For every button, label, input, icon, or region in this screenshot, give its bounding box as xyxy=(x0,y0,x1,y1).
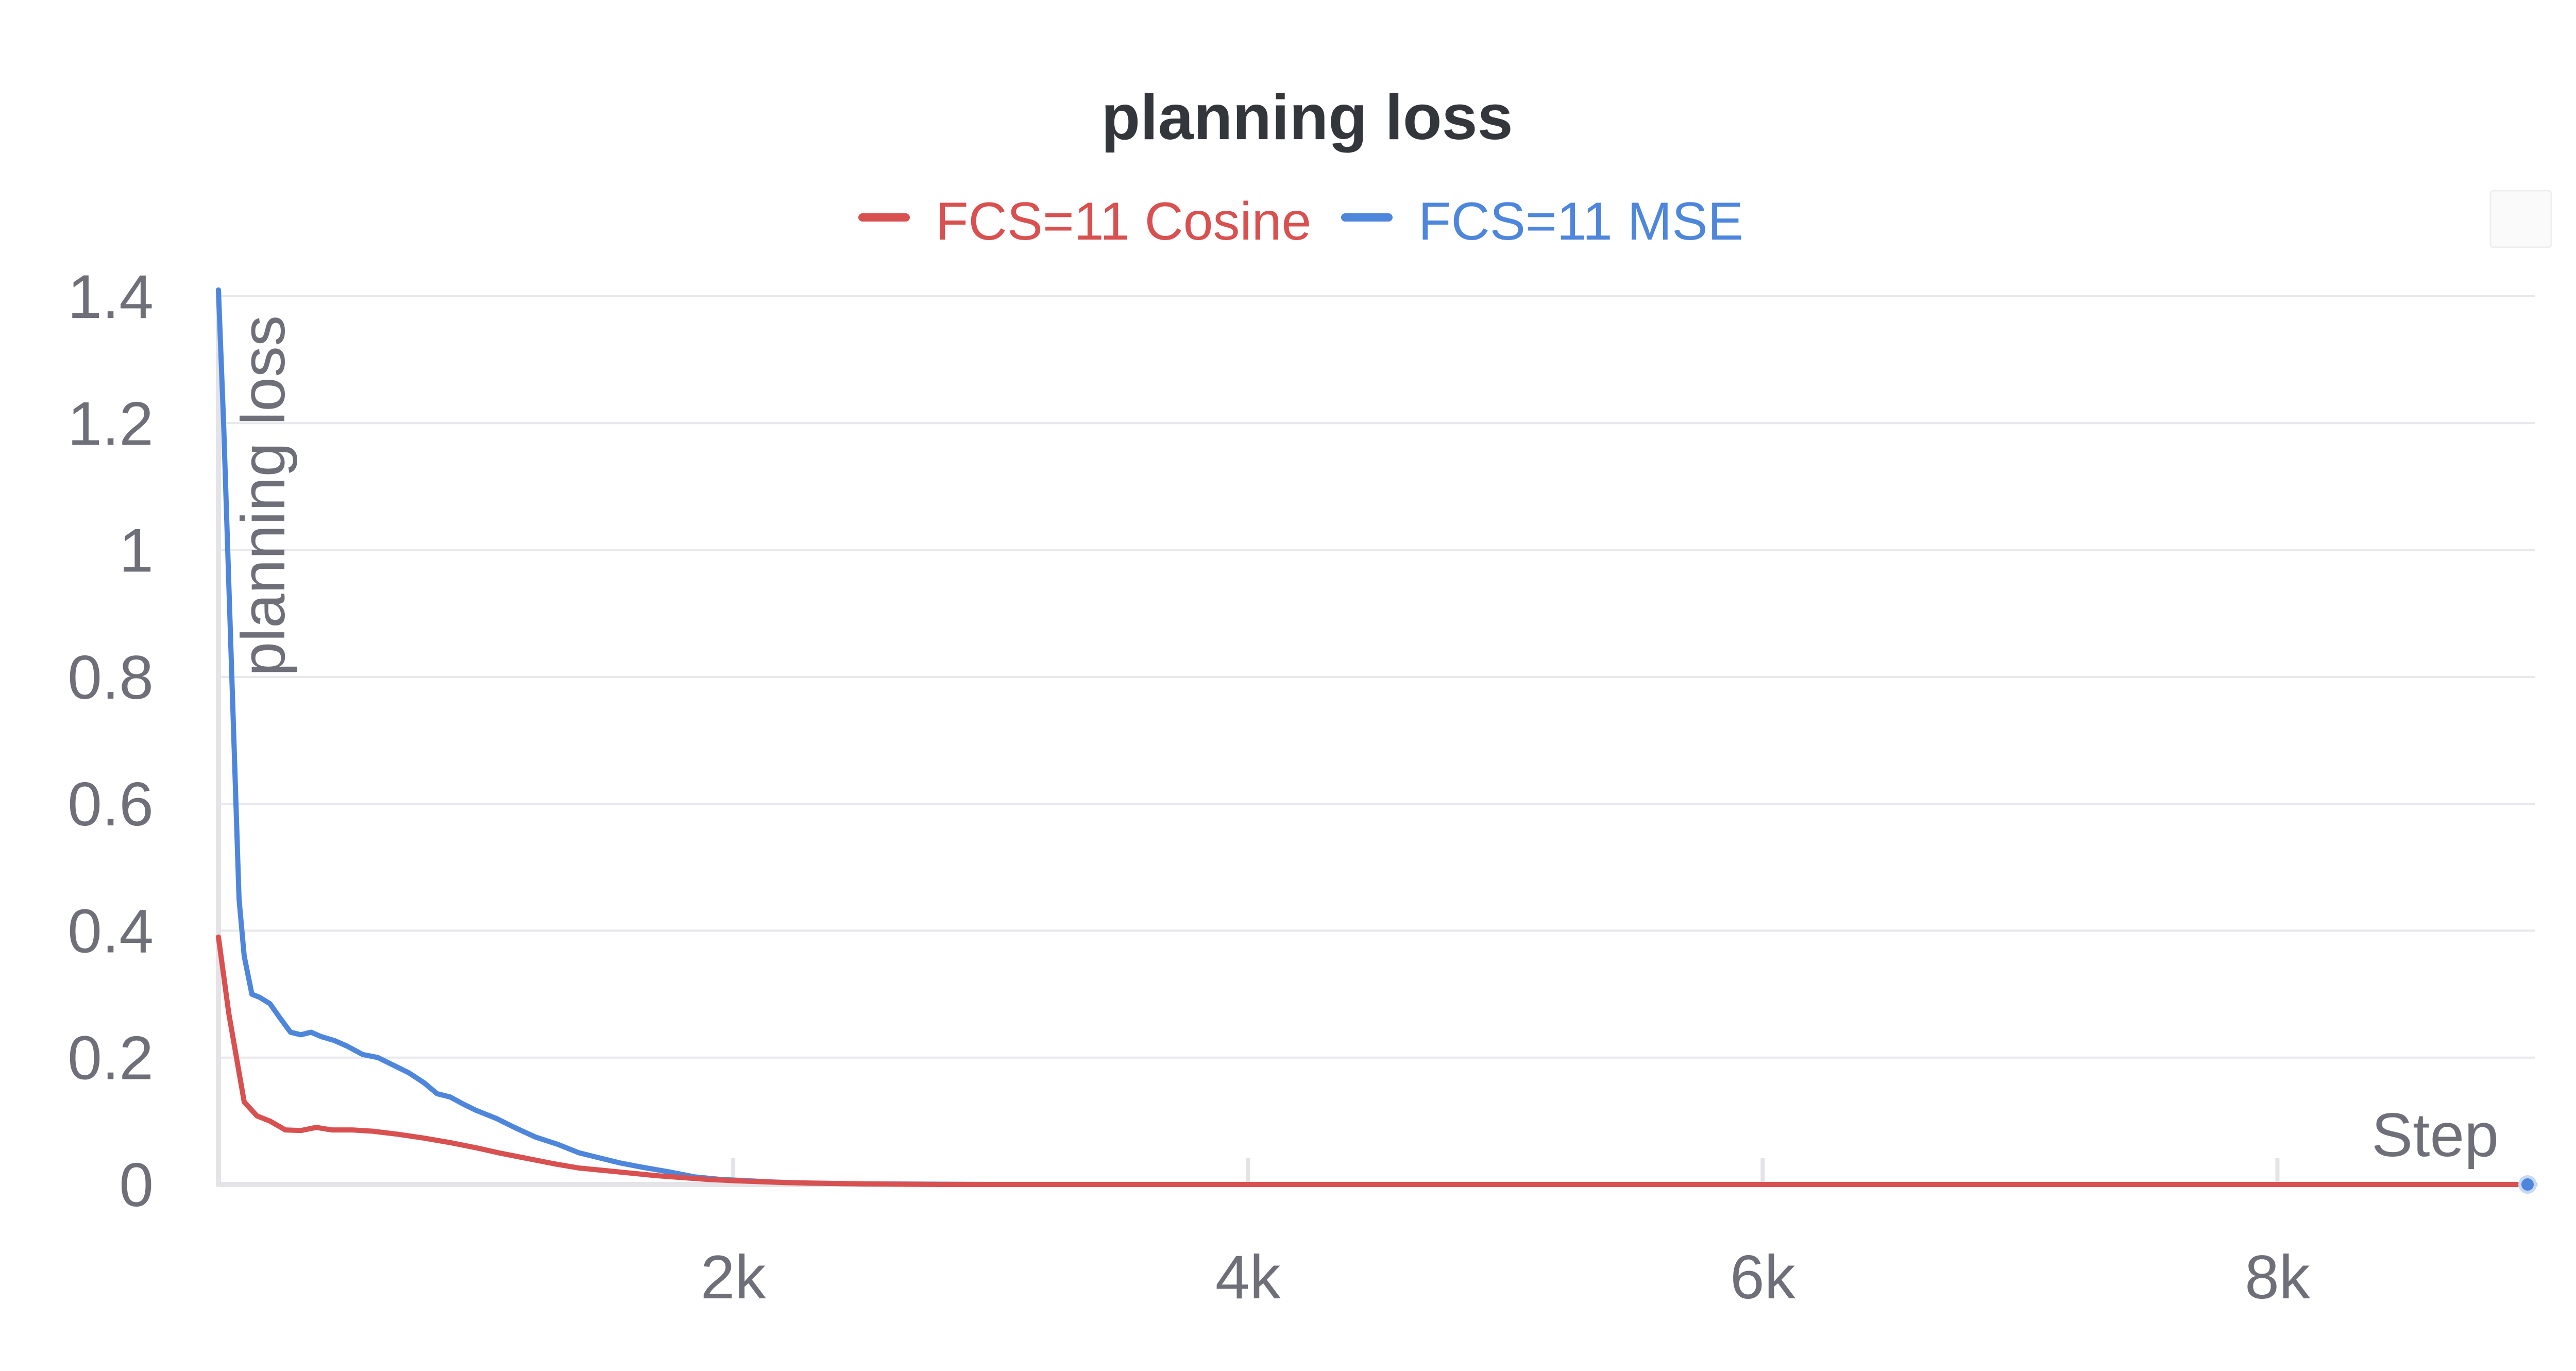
series-end-marker xyxy=(2518,1175,2537,1194)
chart-menu-button[interactable] xyxy=(2489,190,2552,248)
y-tick-label: 1.4 xyxy=(67,262,154,331)
y-tick-label: 0 xyxy=(119,1150,154,1220)
legend-swatch xyxy=(1341,213,1393,222)
y-axis-ticks: 0 0.2 0.4 0.6 0.8 1 1.2 1.4 xyxy=(67,262,154,1220)
legend-item-cosine[interactable]: FCS=11 Cosine xyxy=(858,192,1311,251)
legend-label: FCS=11 MSE xyxy=(1418,192,1743,251)
legend: FCS=11 Cosine FCS=11 MSE xyxy=(858,192,1743,251)
x-tick-label: 2k xyxy=(701,1243,767,1312)
legend-item-mse[interactable]: FCS=11 MSE xyxy=(1341,192,1743,251)
y-tick-label: 1.2 xyxy=(67,389,154,458)
x-axis-ticks: 2k 4k 6k 8k xyxy=(701,1158,2311,1312)
y-tick-label: 0.8 xyxy=(67,643,154,712)
grid-lines xyxy=(218,295,2535,1059)
y-tick-label: 1 xyxy=(119,516,154,585)
series-line-cosine xyxy=(216,934,2537,1187)
x-axis-label: Step xyxy=(2371,1101,2499,1170)
x-tick-label: 6k xyxy=(1730,1243,1796,1312)
x-tick-label: 8k xyxy=(2245,1243,2311,1312)
y-tick-label: 0.4 xyxy=(67,896,154,966)
series-lines xyxy=(216,287,2537,1187)
legend-label: FCS=11 Cosine xyxy=(936,192,1311,251)
legend-swatch xyxy=(858,213,910,222)
axes xyxy=(216,291,2535,1187)
y-tick-label: 0.2 xyxy=(67,1024,154,1093)
y-axis-label: planning loss xyxy=(229,315,298,676)
chart-title: planning loss xyxy=(1101,82,1513,153)
y-tick-label: 0.6 xyxy=(67,770,154,839)
x-tick-label: 4k xyxy=(1215,1243,1281,1312)
